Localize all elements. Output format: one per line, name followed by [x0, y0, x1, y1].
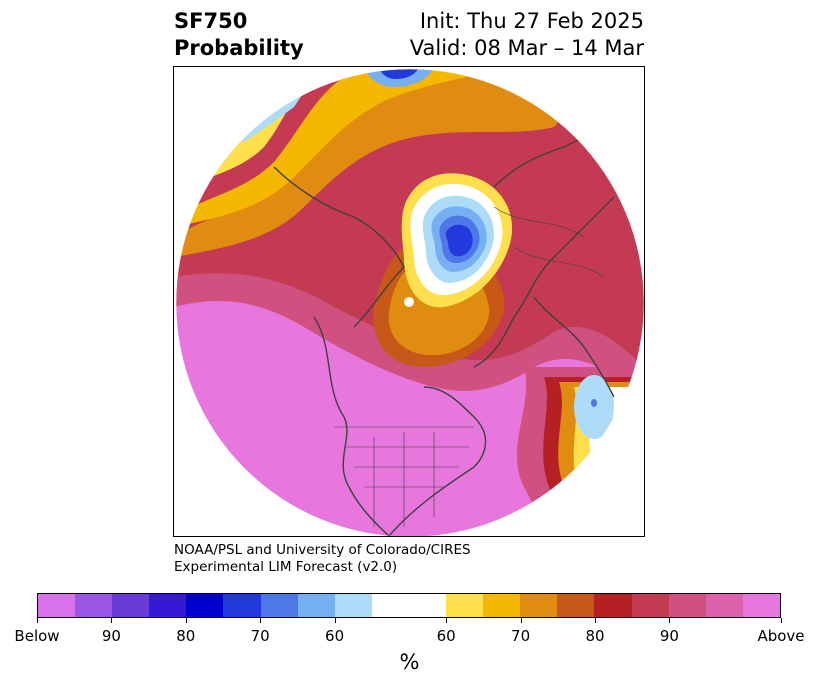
credit-text: NOAA/PSL and University of Colorado/CIRE… — [174, 542, 471, 576]
colorbar-tick-label: Above — [757, 627, 805, 645]
colorbar-tickmark — [260, 618, 262, 623]
coastline-west-america — [313, 316, 390, 536]
field-below-75-arctic — [445, 224, 473, 257]
colorbar-cell — [742, 594, 780, 617]
colorbar-cell — [446, 594, 484, 617]
colorbar-cell — [149, 594, 187, 617]
colorbar-cell — [594, 594, 632, 617]
coastline-greenland-europe — [473, 196, 615, 368]
colorbar-tickmark — [595, 618, 596, 623]
coastline-scandinavia — [533, 296, 615, 398]
colorbar-tickmark — [37, 618, 38, 623]
colorbar-cell — [260, 594, 298, 617]
colorbar-cell — [297, 594, 335, 617]
colorbar — [37, 593, 781, 618]
colorbar-tickmark — [446, 618, 448, 623]
colorbar-cell — [371, 594, 409, 617]
map-title: SF750 Probability — [174, 8, 304, 62]
map-title-product: Probability — [174, 36, 304, 60]
colorbar-tickmark — [781, 618, 782, 623]
colorbar-tick-label: 70 — [511, 627, 531, 645]
field-above-65 — [176, 70, 563, 257]
borders-usa — [334, 426, 474, 488]
colorbar-tick-label: 60 — [325, 627, 345, 645]
map-disk-edge — [175, 68, 644, 536]
polar-map — [173, 66, 645, 537]
coastline-east-america — [388, 386, 487, 536]
coastlines — [273, 116, 635, 536]
colorbar-cell — [631, 594, 669, 617]
colorbar-cell — [557, 594, 595, 617]
field-above-60 — [176, 69, 504, 227]
colorbar-tick-label: 80 — [176, 627, 196, 645]
colorbar-cell — [223, 594, 261, 617]
colorbar-cell — [75, 594, 113, 617]
borders — [334, 206, 605, 527]
colorbar-tick-label: 80 — [585, 627, 605, 645]
colorbar-cell — [38, 594, 76, 617]
field-below-60-nw — [239, 92, 304, 142]
colorbar-tickmark — [520, 618, 522, 623]
colorbar-tickmark — [334, 618, 336, 623]
forecast-dates: Init: Thu 27 Feb 2025 Valid: 08 Mar – 14… — [410, 8, 644, 62]
colorbar-tickmark — [185, 618, 187, 623]
credit-line-2: Experimental LIM Forecast (v2.0) — [174, 559, 398, 575]
field-neutral-spot — [404, 297, 414, 307]
coastline-alaska — [273, 166, 405, 328]
field-below-70-atlantic — [591, 399, 597, 407]
colorbar-cell — [705, 594, 743, 617]
borders-eurasia — [493, 206, 605, 278]
colorbar-tickmark — [669, 618, 671, 623]
colorbar-unit: % — [399, 650, 420, 674]
colorbar-tickmark — [111, 618, 113, 623]
colorbar-cell — [483, 594, 521, 617]
colorbar-tick-label: 70 — [250, 627, 270, 645]
colorbar-tick-label: 60 — [436, 627, 456, 645]
credit-line-1: NOAA/PSL and University of Colorado/CIRE… — [174, 542, 471, 558]
colorbar-cell — [186, 594, 224, 617]
colorbar-tick-label: 90 — [101, 627, 121, 645]
valid-date: Valid: 08 Mar – 14 Mar — [409, 36, 644, 60]
colorbar-cell — [520, 594, 558, 617]
colorbar-cell — [408, 594, 447, 617]
colorbar-tick-label: Below — [14, 627, 60, 645]
init-date: Init: Thu 27 Feb 2025 — [419, 9, 644, 33]
colorbar-cell — [112, 594, 150, 617]
borders-usa-vertical — [373, 432, 435, 527]
polar-map-svg — [175, 68, 644, 536]
colorbar-tick-label: 90 — [659, 627, 679, 645]
colorbar-cell — [668, 594, 706, 617]
colorbar-cell — [334, 594, 372, 617]
map-title-variable: SF750 — [174, 9, 248, 33]
